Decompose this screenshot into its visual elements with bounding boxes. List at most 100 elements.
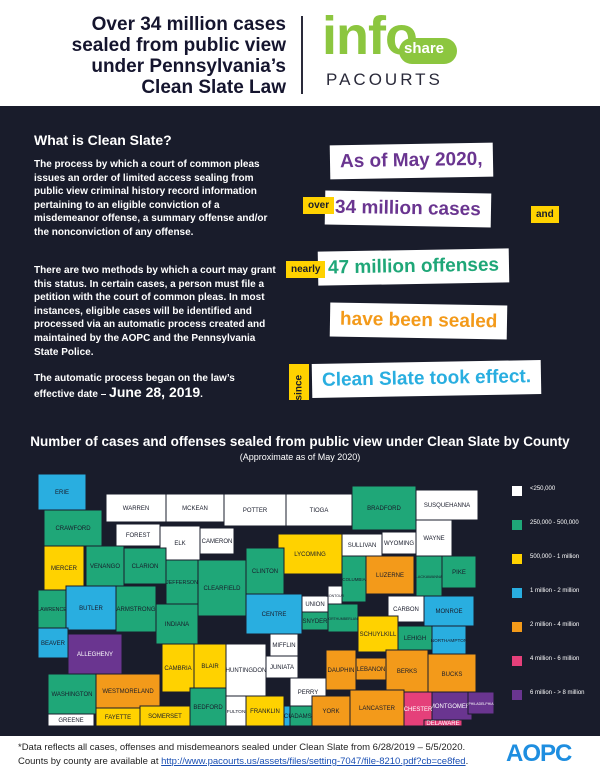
county-label: TIOGA (310, 508, 329, 514)
county-lehigh (397, 625, 433, 651)
main-panel: What is Clean Slate? The process by whic… (0, 106, 600, 736)
legend-swatch (512, 690, 522, 700)
county-tioga (285, 493, 353, 527)
county-northampton (431, 625, 467, 655)
legend-label: 1 million - 2 million (530, 588, 580, 594)
tag-over: over (303, 197, 335, 214)
county-mckean (165, 493, 225, 523)
map-subtitle: (Approximate as of May 2020) (239, 452, 361, 462)
county-label: BUCKS (442, 672, 463, 678)
county-monroe (423, 595, 475, 627)
stat-cases: 34 million cases (324, 190, 492, 228)
title-line: Clean Slate Law (141, 77, 286, 98)
county-label: UNION (305, 602, 324, 608)
county-label: FAYETTE (105, 715, 131, 721)
county-label: COLUMBIA (342, 577, 365, 582)
county-label: JUNIATA (270, 665, 294, 671)
county-label: LUZERNE (376, 573, 404, 579)
county-label: WARREN (123, 506, 149, 512)
legend-label: <250,000 (530, 486, 556, 492)
county-label: MONROE (436, 609, 463, 615)
county-label: LANCASTER (359, 706, 396, 712)
county-label: ERIE (55, 490, 69, 496)
county-label: LYCOMING (294, 552, 326, 558)
county-label: BLAIR (201, 664, 219, 670)
tag-since: since (289, 364, 309, 401)
county-label: LAWRENCE (38, 607, 67, 613)
county-label: CLINTON (252, 569, 278, 575)
legend-swatch (512, 520, 522, 530)
county-erie (38, 474, 87, 511)
county-label: SNYDER (302, 619, 328, 625)
county-label: POTTER (243, 508, 268, 514)
methods-paragraph: There are two methods by which a court m… (34, 265, 276, 358)
legend-label: 500,000 - 1 million (530, 554, 580, 560)
county-label: DELAWARE (426, 721, 459, 726)
effective-date-suffix: . (200, 388, 203, 400)
county-label: ADAMS (290, 714, 311, 720)
county-label: CRAWFORD (55, 526, 91, 532)
county-delaware (423, 719, 463, 726)
pennsylvania-county-map: ERIE WARREN MCKEAN POTTER TIOGA BRADFORD SUSQU… (38, 474, 498, 726)
logo-pacourts-text: PACOURTS (326, 70, 443, 89)
county-franklin (245, 695, 285, 726)
definition-paragraph: The process by which a court of common p… (34, 159, 268, 238)
county-label: BRADFORD (367, 506, 401, 512)
county-label: CAMERON (202, 539, 233, 545)
county-label: ALLEGHENY (77, 652, 113, 658)
county-label: PIKE (452, 570, 466, 576)
county-label: SCHUYLKILL (360, 632, 397, 638)
county-bedford (189, 687, 227, 726)
county-label: GREENE (58, 718, 83, 724)
legend-label: 2 million - 4 million (530, 622, 580, 628)
county-label: MONTGOMERY (430, 704, 474, 710)
footer-note: *Data reflects all cases, offenses and m… (18, 742, 466, 753)
header: Over 34 million cases sealed from public… (0, 0, 600, 106)
county-label: MONTOUR (326, 594, 344, 598)
county-butler (65, 585, 117, 631)
county-label: BUTLER (79, 606, 103, 612)
counts-link[interactable]: http://www.pacourts.us/assets/files/sett… (161, 756, 466, 767)
infoshare-logo[interactable]: info share PACOURTS (322, 6, 482, 96)
county-label: BEDFORD (193, 705, 223, 711)
county-blair (193, 643, 227, 689)
county-venango (85, 545, 125, 587)
county-lackawanna (415, 555, 443, 597)
county-crawford (43, 509, 103, 547)
effective-date-paragraph: The automatic process began on the law’s… (34, 372, 276, 401)
aopc-logo[interactable]: AOPC (506, 740, 572, 767)
footer: *Data reflects all cases, offenses and m… (0, 736, 600, 776)
county-juniata (265, 655, 299, 679)
county-lawrence (38, 589, 67, 629)
title-line: sealed from public view (71, 35, 286, 56)
county-label: FULTON (227, 709, 246, 715)
title-line: Over 34 million cases (91, 14, 286, 35)
county-wayne (415, 519, 453, 557)
county-label: WASHINGTON (51, 692, 92, 698)
stat-as-of: As of May 2020, (329, 142, 493, 180)
legend-swatch (512, 656, 522, 666)
county-cambria (161, 643, 195, 693)
county-cameron (199, 527, 235, 555)
county-allegheny (67, 633, 123, 675)
county-label: SUSQUEHANNA (424, 503, 470, 509)
stat-effect: Clean Slate took effect. (311, 360, 542, 398)
county-potter (223, 493, 287, 527)
legend-label: 6 million - > 8 million (530, 690, 585, 696)
legend-swatch (512, 554, 522, 564)
county-label: YORK (322, 709, 339, 715)
county-label: LEBANON (357, 667, 386, 673)
stat-sealed: have been sealed (329, 302, 508, 340)
county-label: MCKEAN (182, 506, 208, 512)
county-label: ELK (174, 541, 185, 547)
legend-swatch (512, 588, 522, 598)
county-schuylkill (357, 615, 399, 653)
county-bucks (427, 653, 477, 695)
county-snyder (301, 611, 329, 631)
legend-swatch (512, 622, 522, 632)
county-label: NORTHAMPTON (431, 638, 468, 643)
county-warren (105, 493, 167, 523)
title-line: under Pennsylvania’s (91, 56, 286, 77)
county-berks (385, 649, 429, 693)
county-label: CLEARFIELD (203, 586, 241, 592)
